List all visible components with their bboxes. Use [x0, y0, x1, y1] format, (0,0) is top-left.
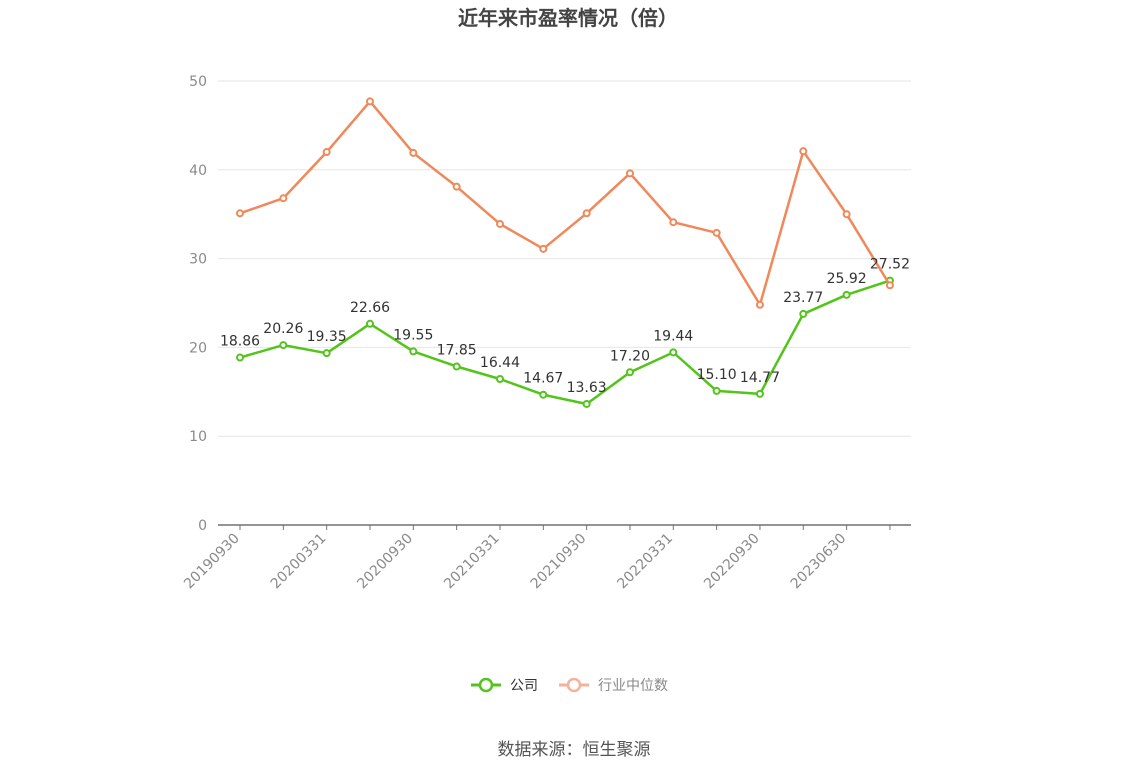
legend-industry-marker [566, 677, 582, 693]
x-tick-label: 20220930 [701, 531, 763, 593]
industry-data-point [842, 210, 851, 219]
legend-industry-label: 行业中位数 [598, 678, 668, 694]
company-data-point [539, 390, 548, 399]
company-data-label: 17.85 [437, 342, 477, 358]
industry-data-point [582, 209, 591, 218]
x-tick-label: 20210331 [441, 531, 503, 593]
company-data-label: 19.44 [653, 328, 693, 344]
industry-data-point [452, 182, 461, 191]
company-data-label: 19.35 [307, 329, 347, 345]
company-data-label: 13.63 [567, 380, 607, 396]
industry-data-point [669, 218, 678, 227]
company-data-point [495, 375, 504, 384]
grid-lines [218, 80, 911, 437]
industry-data-point [495, 219, 504, 228]
company-data-point [669, 348, 678, 357]
data-source-text: 数据来源：恒生聚源 [498, 740, 651, 760]
legend: 公司 行业中位数 [471, 677, 668, 694]
industry-data-point [365, 97, 374, 106]
y-tick-label: 40 [189, 163, 207, 179]
chart-title: 近年来市盈率情况（倍） [458, 6, 678, 30]
company-data-label: 25.92 [827, 271, 867, 287]
company-data-point [279, 341, 288, 350]
company-data-point [582, 399, 591, 408]
industry-series-line [239, 100, 892, 307]
y-tick-label: 50 [189, 74, 207, 90]
y-tick-label: 0 [198, 518, 207, 534]
industry-data-point [799, 147, 808, 156]
company-data-point [409, 347, 418, 356]
company-data-label: 15.10 [697, 367, 737, 383]
company-data-point [236, 353, 244, 362]
y-tick-label: 30 [189, 252, 207, 268]
legend-item-company[interactable]: 公司 [471, 677, 538, 694]
x-tick-label: 20190930 [181, 531, 243, 593]
industry-data-point [755, 300, 764, 309]
series-lines [236, 97, 894, 408]
company-data-label: 16.44 [480, 355, 520, 371]
x-tick-label: 20220331 [614, 531, 676, 593]
industry-data-point [712, 228, 721, 237]
legend-company-label: 公司 [510, 678, 538, 694]
company-data-label: 14.67 [523, 371, 563, 387]
industry-data-point [539, 244, 548, 253]
x-tick-label: 20200331 [268, 531, 330, 593]
company-data-label: 27.52 [870, 257, 910, 273]
company-series-line [239, 279, 891, 406]
industry-data-point [236, 209, 244, 218]
company-data-label: 19.55 [393, 327, 433, 343]
company-data-point [799, 309, 808, 318]
company-data-point [625, 368, 634, 377]
company-data-label: 22.66 [350, 300, 390, 316]
data-labels: 18.8620.2619.3522.6619.5517.8516.4414.67… [220, 257, 910, 396]
company-data-point [322, 349, 331, 358]
company-data-label: 23.77 [783, 290, 823, 306]
x-tick-label: 20200930 [354, 531, 416, 593]
industry-data-point [279, 194, 288, 203]
x-tick-label: 20230630 [788, 531, 850, 593]
industry-data-point [322, 148, 331, 157]
company-data-label: 18.86 [220, 334, 260, 350]
company-data-point [842, 290, 851, 299]
legend-company-marker [478, 677, 494, 693]
industry-data-point [625, 169, 634, 178]
company-data-label: 17.20 [610, 348, 650, 364]
company-data-point [712, 386, 721, 395]
x-tick-label: 20210930 [528, 531, 590, 593]
industry-data-point [885, 281, 894, 290]
company-data-label: 20.26 [263, 321, 303, 337]
industry-data-point [409, 148, 418, 157]
company-data-label: 14.77 [740, 370, 780, 386]
company-data-point [452, 362, 461, 371]
y-tick-label: 20 [189, 340, 207, 356]
company-data-point [755, 389, 764, 398]
y-tick-label: 10 [189, 429, 207, 445]
company-data-point [365, 319, 374, 328]
legend-item-industry[interactable]: 行业中位数 [559, 677, 668, 694]
